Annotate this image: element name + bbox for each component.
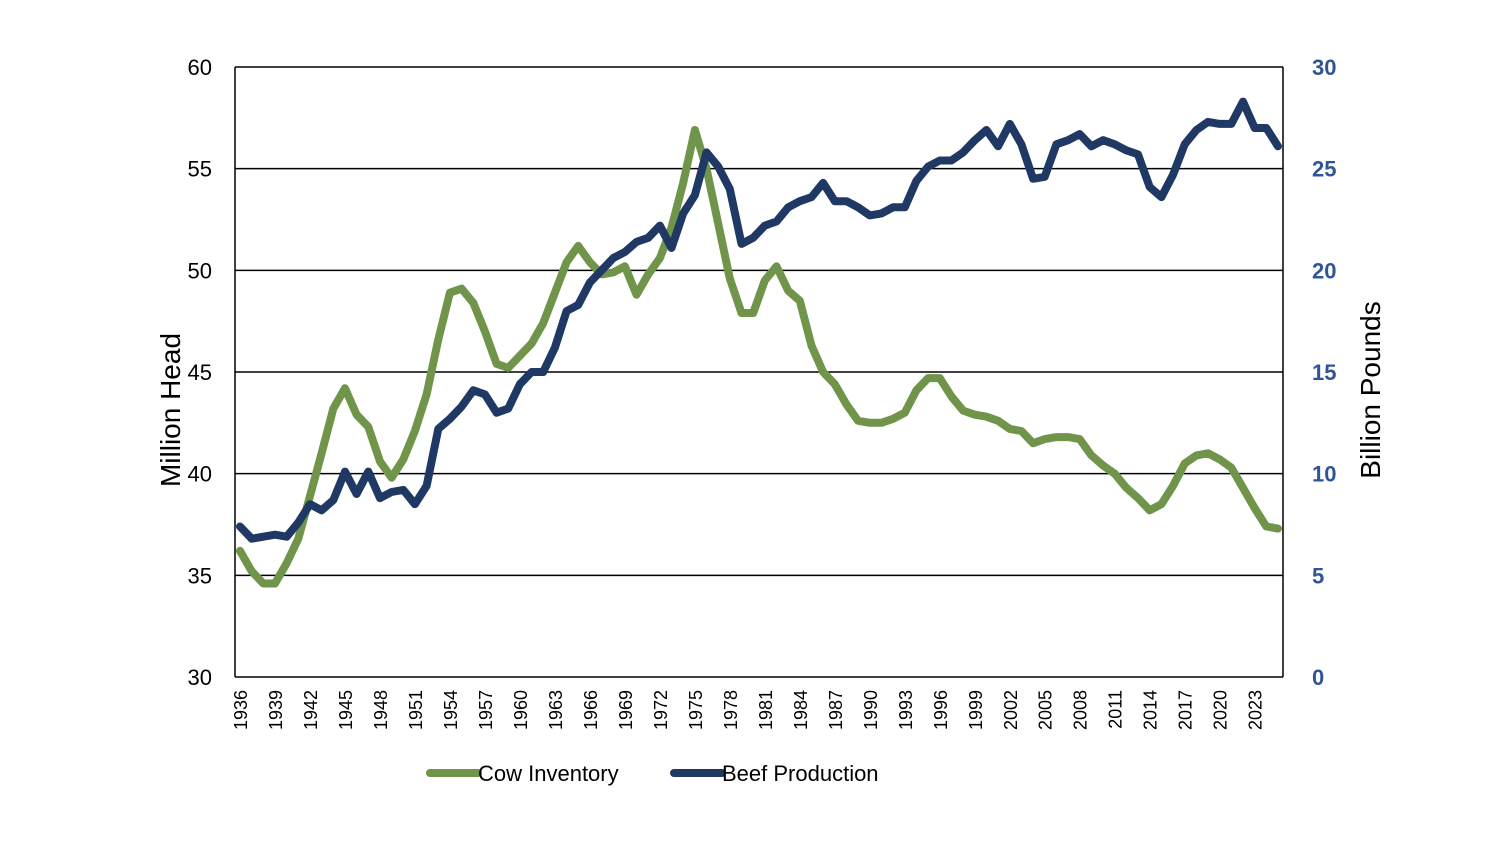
x-tick-label: 1990 [861, 690, 881, 730]
x-tick-label: 1981 [756, 690, 776, 730]
x-tick-label: 1984 [791, 690, 811, 730]
y-right-tick-label: 5 [1312, 563, 1324, 588]
x-tick-label: 1951 [406, 690, 426, 730]
y-right-tick-label: 20 [1312, 258, 1336, 283]
series-layer [236, 97, 1282, 588]
gridlines [235, 66, 1283, 678]
y-right-tick-label: 10 [1312, 462, 1336, 487]
x-tick-label: 1987 [826, 690, 846, 730]
y-right-axis-label: Billion Pounds [1355, 301, 1386, 478]
x-tick-label: 2002 [1001, 690, 1021, 730]
x-axis-ticks: 1936 1939 1942 1945 1948 1951 1954 1957 1960 1963… [231, 690, 1266, 730]
x-tick-label: 2011 [1106, 690, 1126, 729]
y-left-tick-label: 40 [188, 462, 212, 487]
x-tick-label: 1966 [581, 690, 601, 730]
y-left-tick-label: 55 [188, 157, 212, 182]
y-left-tick-label: 30 [188, 665, 212, 690]
x-tick-label: 1936 [231, 690, 251, 730]
x-tick-label: 1957 [476, 690, 496, 730]
series-line-beef-production [236, 97, 1282, 543]
y-right-tick-label: 0 [1312, 665, 1324, 690]
legend-label-cow-inventory: Cow Inventory [478, 761, 619, 786]
right-axis-ticks: 0 5 10 15 20 25 30 [1312, 55, 1336, 690]
y-right-tick-label: 30 [1312, 55, 1336, 80]
legend-label-beef-production: Beef Production [722, 761, 879, 786]
x-tick-label: 1969 [616, 690, 636, 730]
x-tick-label: 1942 [301, 690, 321, 730]
y-left-tick-label: 45 [188, 360, 212, 385]
series-line-cow-inventory [236, 126, 1282, 588]
x-tick-label: 1960 [511, 690, 531, 730]
x-tick-label: 1945 [336, 690, 356, 730]
y-right-tick-label: 25 [1312, 157, 1336, 182]
left-axis-ticks: 30 35 40 45 50 55 60 [188, 55, 212, 690]
x-tick-label: 2008 [1071, 690, 1091, 730]
y-left-axis-label: Million Head [155, 333, 186, 487]
x-tick-label: 2005 [1036, 690, 1056, 730]
x-tick-label: 1972 [651, 690, 671, 730]
x-tick-label: 1978 [721, 690, 741, 730]
x-tick-label: 1963 [546, 690, 566, 730]
x-tick-label: 2023 [1246, 690, 1266, 730]
x-tick-label: 1993 [896, 690, 916, 730]
x-tick-label: 2020 [1211, 690, 1231, 730]
legend: Cow Inventory Beef Production [426, 761, 879, 786]
x-tick-label: 1975 [686, 690, 706, 730]
x-tick-label: 2017 [1176, 690, 1196, 730]
y-left-tick-label: 50 [188, 258, 212, 283]
x-tick-label: 1939 [266, 690, 286, 730]
x-tick-label: 1999 [966, 690, 986, 730]
x-tick-label: 2014 [1141, 690, 1161, 730]
x-tick-label: 1996 [931, 690, 951, 730]
y-right-tick-label: 15 [1312, 360, 1336, 385]
y-left-tick-label: 35 [188, 563, 212, 588]
y-left-tick-label: 60 [188, 55, 212, 80]
x-tick-label: 1954 [441, 690, 461, 730]
plot-frame [234, 67, 1284, 677]
x-tick-label: 1948 [371, 690, 391, 730]
